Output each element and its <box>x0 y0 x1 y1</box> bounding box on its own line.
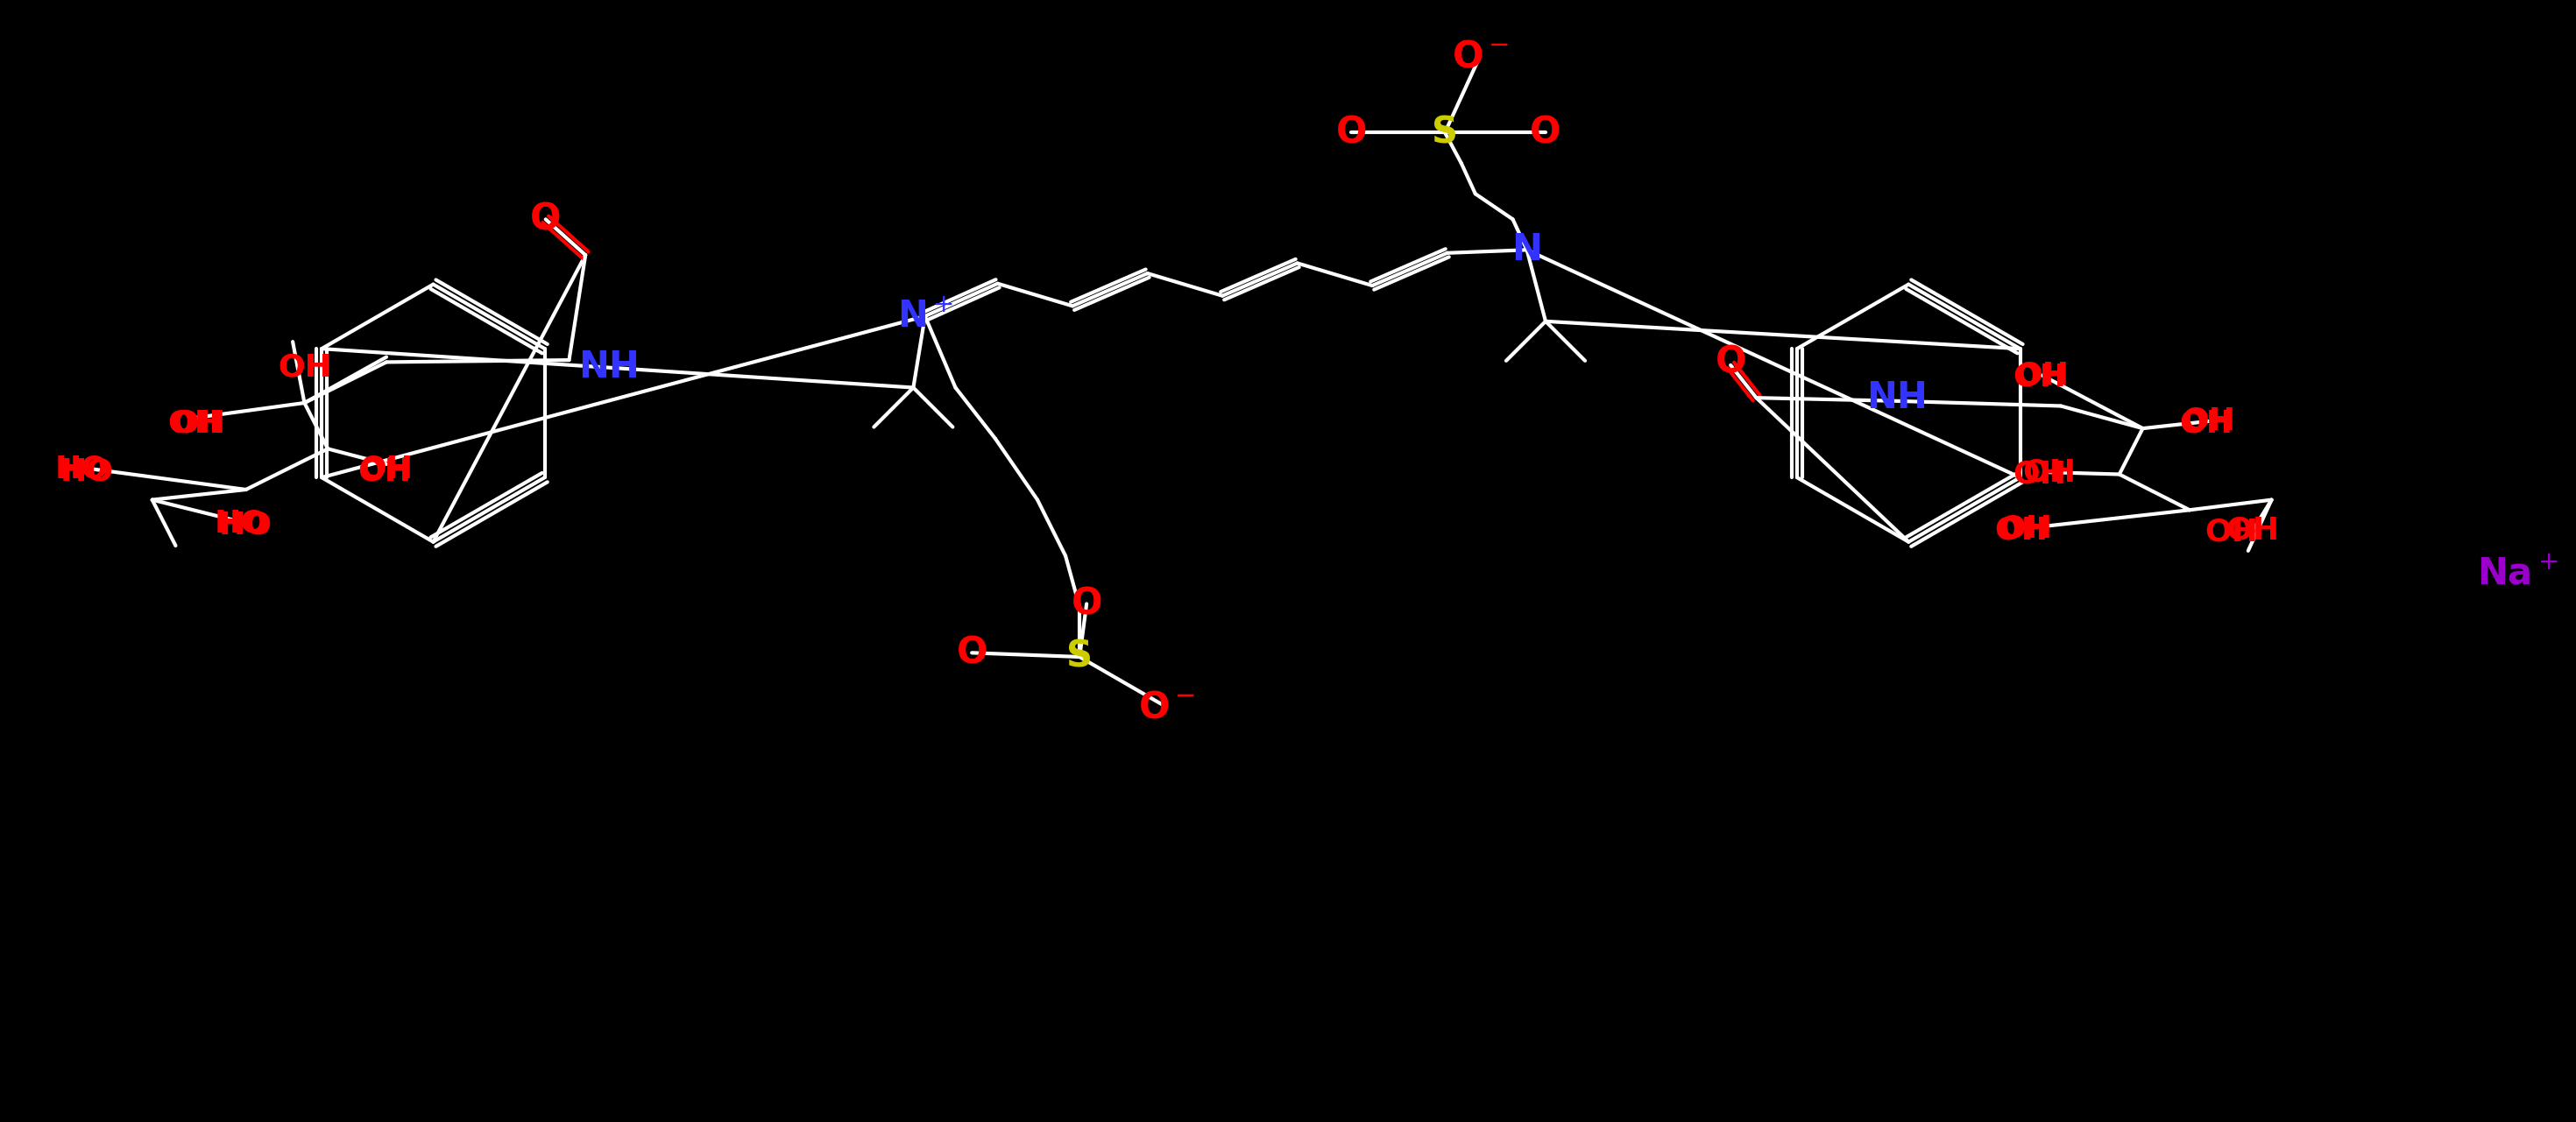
Text: O: O <box>1072 586 1103 623</box>
Text: OH: OH <box>2022 458 2076 487</box>
Text: NH: NH <box>577 349 639 386</box>
Text: OH: OH <box>167 408 222 439</box>
Text: O: O <box>531 201 562 238</box>
Text: OH: OH <box>278 352 332 383</box>
Text: HO: HO <box>214 508 268 539</box>
Text: NH: NH <box>1865 379 1927 416</box>
Text: O: O <box>1530 114 1561 151</box>
Text: Na$^+$: Na$^+$ <box>2478 555 2558 591</box>
Text: O: O <box>1716 343 1747 380</box>
Text: HO: HO <box>219 511 273 540</box>
Text: O: O <box>956 634 987 671</box>
Text: OH: OH <box>2012 362 2066 393</box>
Text: O$^-$: O$^-$ <box>1453 38 1510 74</box>
Text: O: O <box>1337 114 1368 151</box>
Text: OH: OH <box>1994 515 2048 545</box>
Text: OH: OH <box>173 408 227 439</box>
Text: OH: OH <box>2182 406 2236 436</box>
Text: O$^-$: O$^-$ <box>1139 689 1195 725</box>
Text: S: S <box>1432 114 1458 151</box>
Text: HO: HO <box>59 457 113 486</box>
Text: OH: OH <box>2012 459 2066 489</box>
Text: OH: OH <box>2014 360 2069 390</box>
Text: HO: HO <box>54 454 108 484</box>
Text: OH: OH <box>2226 515 2280 545</box>
Text: N$^+$: N$^+$ <box>896 297 953 334</box>
Text: OH: OH <box>278 352 332 383</box>
Text: OH: OH <box>2205 517 2259 548</box>
Text: OH: OH <box>361 454 412 484</box>
Text: S: S <box>1066 638 1092 675</box>
Text: OH: OH <box>2179 408 2233 439</box>
Text: N: N <box>1512 231 1543 268</box>
Text: OH: OH <box>1999 514 2053 543</box>
Text: OH: OH <box>358 457 410 486</box>
